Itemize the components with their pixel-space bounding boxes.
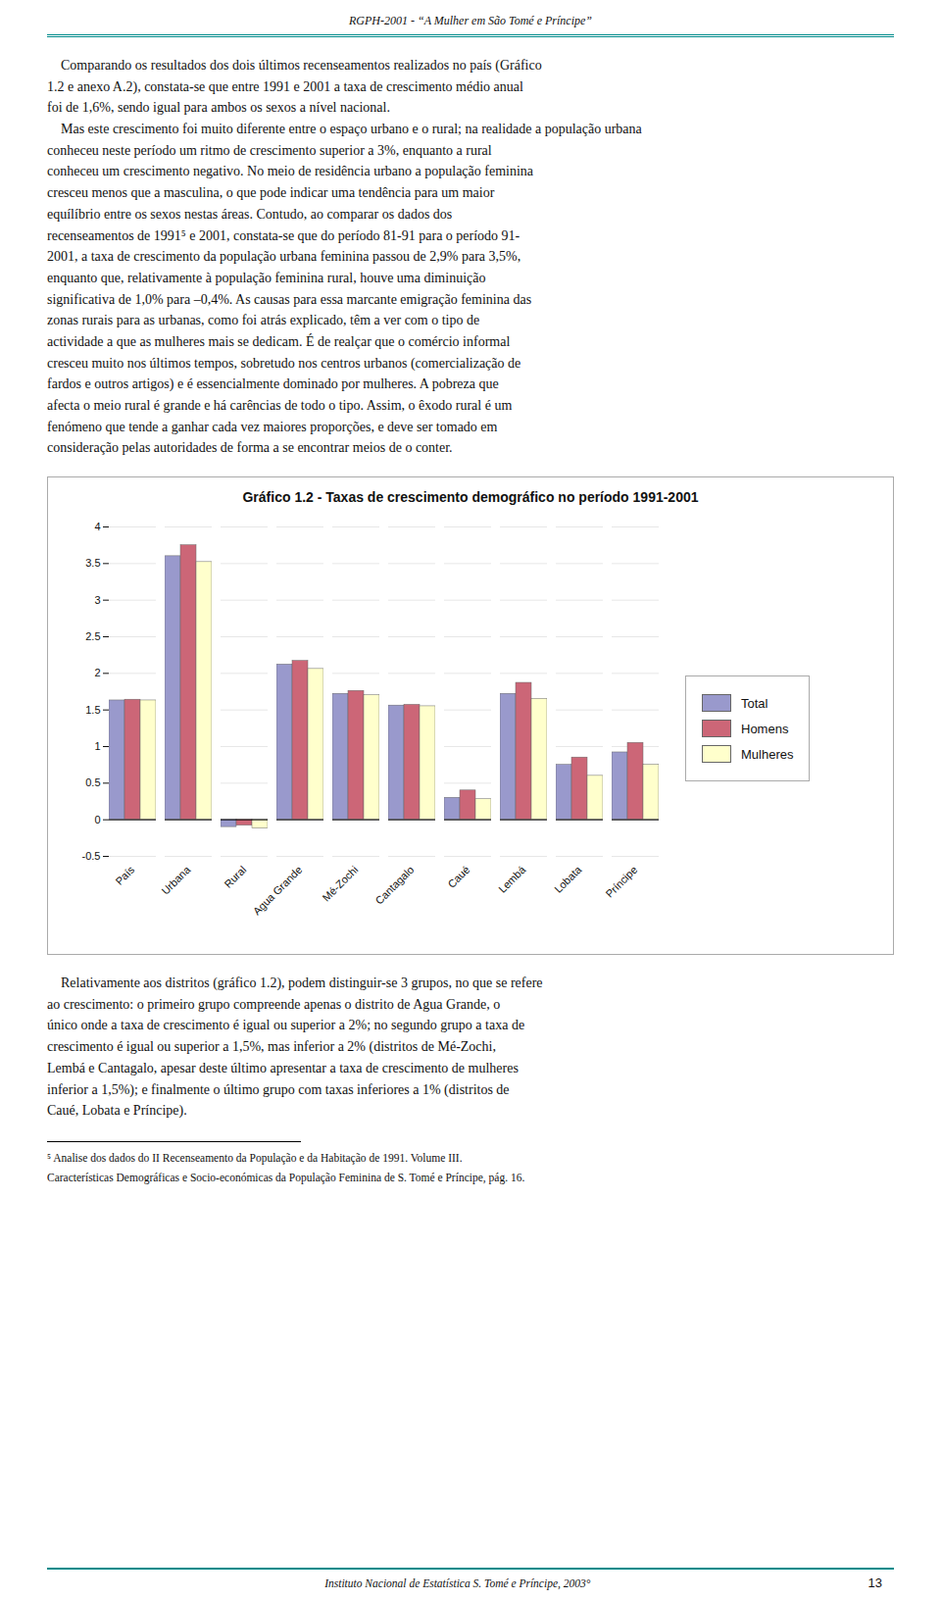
svg-text:Lembá: Lembá — [495, 862, 529, 895]
html-text:13: 13 — [867, 1575, 883, 1590]
svg-text:Caué: Caué — [445, 863, 472, 891]
svg-text:0: 0 — [94, 813, 100, 826]
html-text:Relativamente aos distritos (g: Relativamente aos distritos (gráfico 1.2… — [47, 975, 543, 1118]
svg-text:2: 2 — [94, 666, 100, 679]
svg-text:3.5: 3.5 — [85, 556, 100, 569]
svg-text:Mé-Zochi: Mé-Zochi — [320, 863, 361, 904]
svg-text:2.5: 2.5 — [85, 630, 100, 643]
svg-text:País: País — [112, 862, 137, 887]
html-text:Total: Total — [741, 695, 768, 711]
svg-text:Agua Grande: Agua Grande — [250, 863, 305, 918]
svg-text:-0.5: -0.5 — [82, 849, 101, 862]
svg-text:3: 3 — [94, 594, 100, 606]
html-text:Características Demográficas e: Características Demográficas e Socio-eco… — [47, 1171, 525, 1184]
svg-text:1: 1 — [94, 740, 100, 752]
svg-text:4: 4 — [94, 520, 100, 533]
svg-text:Rural: Rural — [221, 863, 248, 891]
svg-text:Príncipe: Príncipe — [602, 863, 640, 900]
svg-text:Cantagalo: Cantagalo — [372, 863, 416, 907]
svg-text:1.5: 1.5 — [85, 703, 100, 716]
html-text:RGPH-2001 - “A Mulher em São T: RGPH-2001 - “A Mulher em São Tomé e Prín… — [348, 13, 593, 28]
html-text:Gráfico 1.2 - Taxas de crescim: Gráfico 1.2 - Taxas de crescimento demog… — [242, 489, 699, 505]
svg-text:Lobata: Lobata — [551, 862, 585, 895]
html-text:Homens: Homens — [741, 721, 789, 736]
html-text:Instituto Nacional de Estatíst: Instituto Nacional de Estatística S. Tom… — [324, 1576, 591, 1589]
html-text:Mulheres: Mulheres — [741, 746, 794, 762]
html-text:⁵ Analise dos dados do II Rece: ⁵ Analise dos dados do II Recenseamento … — [47, 1151, 463, 1164]
svg-text:0.5: 0.5 — [85, 776, 100, 789]
html-text:Comparando os resultados dos d: Comparando os resultados dos dois último… — [47, 57, 642, 456]
svg-text:Urbana: Urbana — [158, 862, 194, 897]
